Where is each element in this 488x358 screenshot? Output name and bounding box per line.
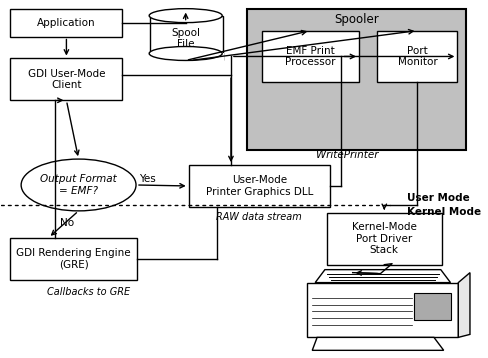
Ellipse shape xyxy=(149,9,222,23)
Bar xyxy=(10,238,137,280)
Text: Output Format
= EMF?: Output Format = EMF? xyxy=(40,174,117,196)
Text: Callbacks to GRE: Callbacks to GRE xyxy=(47,286,130,296)
Bar xyxy=(150,16,223,61)
Bar xyxy=(10,9,122,37)
Text: GDI User-Mode
Client: GDI User-Mode Client xyxy=(28,69,105,90)
Polygon shape xyxy=(312,337,444,350)
Text: User Mode: User Mode xyxy=(407,193,470,203)
Text: GDI Rendering Engine
(GRE): GDI Rendering Engine (GRE) xyxy=(17,248,131,270)
Bar xyxy=(307,282,458,337)
Text: Yes: Yes xyxy=(140,174,156,184)
Text: Spooler: Spooler xyxy=(334,13,379,26)
Bar xyxy=(378,30,457,82)
Bar xyxy=(247,9,466,150)
Text: Kernel Mode: Kernel Mode xyxy=(407,207,481,217)
Bar xyxy=(149,53,224,62)
Text: Port
Monitor: Port Monitor xyxy=(398,46,437,67)
Polygon shape xyxy=(458,273,470,337)
Bar xyxy=(188,165,330,207)
Bar xyxy=(414,292,451,320)
Text: WritePrinter: WritePrinter xyxy=(316,150,378,160)
Polygon shape xyxy=(315,270,450,282)
Text: Application: Application xyxy=(37,18,96,28)
Text: EMF Print
Processor: EMF Print Processor xyxy=(285,46,336,67)
Text: RAW data stream: RAW data stream xyxy=(216,212,302,222)
Bar xyxy=(327,213,442,265)
Bar xyxy=(10,58,122,100)
Text: Kernel-Mode
Port Driver
Stack: Kernel-Mode Port Driver Stack xyxy=(352,222,417,255)
Text: No: No xyxy=(60,218,74,228)
Ellipse shape xyxy=(21,159,136,211)
Text: Spool
File: Spool File xyxy=(171,28,200,49)
Ellipse shape xyxy=(149,47,222,61)
Bar xyxy=(262,30,359,82)
Text: User-Mode
Printer Graphics DLL: User-Mode Printer Graphics DLL xyxy=(205,175,313,197)
